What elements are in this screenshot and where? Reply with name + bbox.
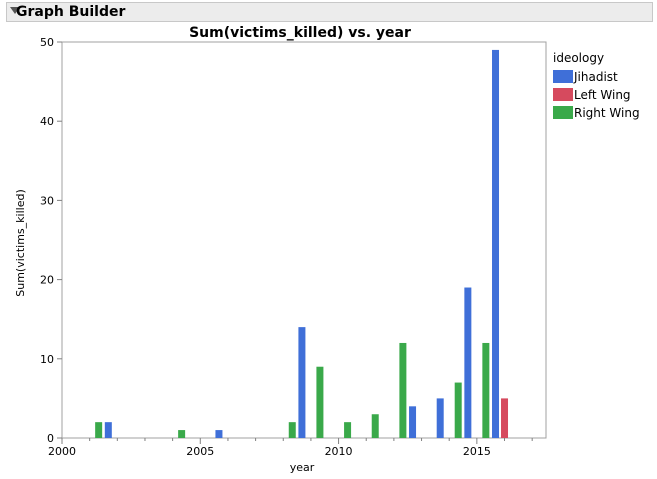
bars bbox=[95, 49, 509, 439]
bar-right-wing[interactable] bbox=[482, 342, 490, 438]
bar-right-wing[interactable] bbox=[399, 342, 407, 438]
bar-jihadist[interactable] bbox=[492, 49, 500, 439]
collapse-triangle-icon[interactable] bbox=[10, 7, 20, 14]
y-tick-label: 40 bbox=[40, 115, 54, 128]
bar-right-wing[interactable] bbox=[95, 422, 103, 438]
y-tick-label: 30 bbox=[40, 194, 54, 207]
y-axis-label: Sum(victims_killed) bbox=[14, 189, 27, 296]
y-tick-label: 0 bbox=[47, 432, 54, 445]
y-tick-label: 20 bbox=[40, 274, 54, 287]
legend-title: ideology bbox=[553, 51, 604, 65]
y-tick-label: 10 bbox=[40, 353, 54, 366]
y-axis: 0 10 20 30 40 50 bbox=[40, 36, 62, 445]
graph-builder-header[interactable]: Graph Builder bbox=[6, 2, 653, 22]
x-tick-label: 2015 bbox=[463, 445, 491, 458]
legend-swatch[interactable] bbox=[553, 106, 573, 119]
bar-jihadist[interactable] bbox=[436, 398, 444, 438]
bar-jihadist[interactable] bbox=[464, 287, 472, 438]
bar-left-wing[interactable] bbox=[501, 398, 509, 438]
x-axis-label: year bbox=[290, 461, 315, 474]
bar-jihadist[interactable] bbox=[104, 422, 112, 438]
bar-right-wing[interactable] bbox=[288, 422, 296, 438]
y-tick-label: 50 bbox=[40, 36, 54, 49]
legend[interactable]: Jihadist Left Wing Right Wing bbox=[553, 70, 640, 120]
window-title: Graph Builder bbox=[16, 4, 126, 20]
bar-right-wing[interactable] bbox=[344, 422, 352, 438]
legend-swatch[interactable] bbox=[553, 88, 573, 101]
legend-label[interactable]: Jihadist bbox=[573, 70, 618, 84]
chart-title: Sum(victims_killed) vs. year bbox=[189, 25, 411, 41]
x-tick-label: 2010 bbox=[325, 445, 353, 458]
legend-label[interactable]: Left Wing bbox=[574, 88, 631, 102]
legend-label[interactable]: Right Wing bbox=[574, 106, 640, 120]
bar-right-wing[interactable] bbox=[178, 430, 186, 438]
x-axis: 2000 2005 2010 2015 bbox=[48, 438, 533, 458]
x-tick-label: 2000 bbox=[48, 445, 76, 458]
bar-right-wing[interactable] bbox=[454, 382, 462, 438]
bar-right-wing[interactable] bbox=[371, 414, 379, 438]
bar-jihadist[interactable] bbox=[409, 406, 417, 438]
bar-jihadist[interactable] bbox=[215, 430, 223, 438]
x-tick-label: 2005 bbox=[186, 445, 214, 458]
bar-jihadist[interactable] bbox=[298, 327, 306, 438]
legend-swatch[interactable] bbox=[553, 70, 573, 83]
bar-right-wing[interactable] bbox=[316, 366, 324, 438]
